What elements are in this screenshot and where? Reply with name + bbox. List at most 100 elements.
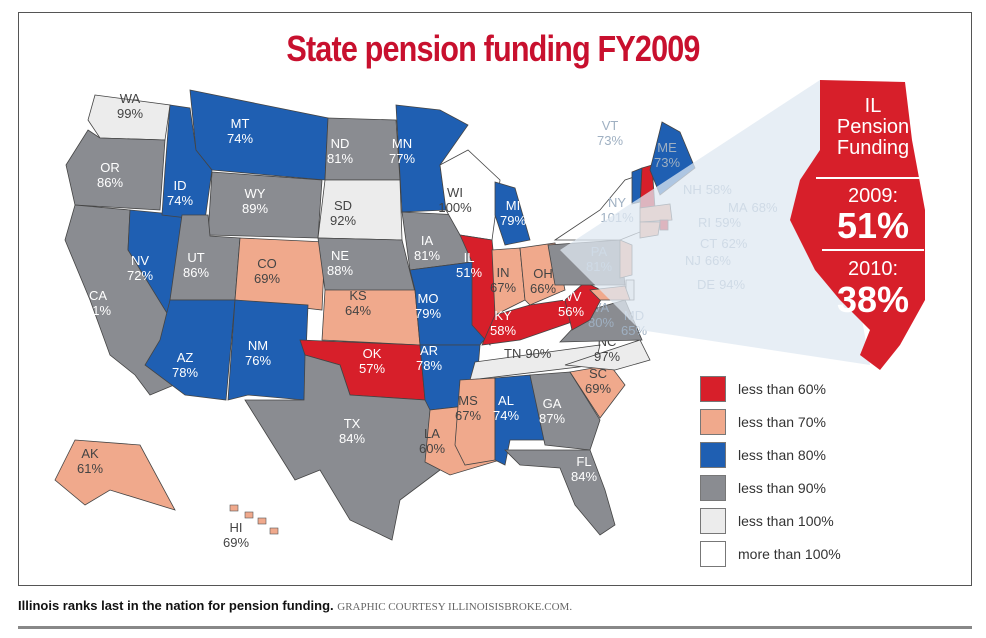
- state-nd: ND 81%: [324, 117, 401, 181]
- legend-label: less than 70%: [738, 414, 826, 430]
- state-label: LA 60%: [419, 426, 445, 456]
- state-mo: MO 79%: [409, 261, 493, 346]
- callout-year1: 2009:: [848, 185, 898, 207]
- state-label: WV 56%: [558, 289, 584, 319]
- state-label: ND 81%: [327, 136, 353, 166]
- legend-label: less than 100%: [738, 513, 834, 529]
- state-ga: GA 87%: [529, 371, 601, 451]
- legend-item-lt70: less than 70%: [700, 409, 826, 435]
- state-shape: [494, 181, 531, 246]
- state-label: OR 86%: [97, 160, 123, 190]
- state-az: AZ 78%: [144, 299, 236, 401]
- callout-year2: 2010:: [848, 258, 898, 280]
- state-sd: SD 92%: [317, 179, 403, 241]
- callout-value1: 51%: [837, 205, 909, 246]
- state-label: MT 74%: [227, 116, 253, 146]
- legend-swatch: [700, 376, 726, 402]
- state-label: MI 79%: [500, 198, 526, 228]
- state-shape: [454, 377, 496, 466]
- legend-swatch: [700, 442, 726, 468]
- legend-item-lt100: less than 100%: [700, 508, 834, 534]
- state-shape: [459, 234, 499, 346]
- state-label: SC 69%: [585, 366, 611, 396]
- state-me: ME 73%: [649, 121, 696, 196]
- hawaii-island: [257, 517, 267, 525]
- state-label: CO 69%: [254, 256, 280, 286]
- state-label: UT 86%: [183, 250, 209, 280]
- state-al: AL 74%: [493, 374, 546, 466]
- state-label: ME 73%: [654, 140, 680, 170]
- state-shape: [504, 449, 616, 536]
- state-label: ID 74%: [167, 178, 193, 208]
- caption: Illinois ranks last in the nation for pe…: [18, 598, 572, 613]
- state-label: OH 66%: [530, 266, 556, 296]
- state-shape: [529, 371, 601, 451]
- state-label: WY 89%: [242, 186, 268, 216]
- state-label: MO 79%: [415, 291, 441, 321]
- state-label: WI 100%: [438, 185, 472, 215]
- frame: [18, 12, 972, 586]
- state-label: NV 72%: [127, 253, 153, 283]
- hawaii-island: [229, 504, 239, 512]
- state-or: OR 86%: [65, 129, 166, 211]
- state-wi: WI 100%: [438, 149, 501, 241]
- hawaii-island: [269, 527, 279, 535]
- credit-text: GRAPHIC COURTESY ILLINOISISBROKE.COM.: [337, 601, 573, 613]
- hawaii-island: [244, 511, 254, 519]
- state-label: FL 84%: [571, 454, 597, 484]
- state-shape: [317, 179, 403, 241]
- state-label: AL 74%: [493, 393, 519, 423]
- caption-text: Illinois ranks last in the nation for pe…: [18, 598, 334, 613]
- state-il: IL 51%: [456, 234, 499, 346]
- legend-label: more than 100%: [738, 546, 841, 562]
- legend-label: less than 60%: [738, 381, 826, 397]
- callout-wedge: [560, 80, 870, 365]
- legend-item-lt80: less than 80%: [700, 442, 826, 468]
- state-label: CA 81%: [85, 288, 111, 318]
- state-shape: [244, 354, 441, 541]
- state-ne: NE 88%: [317, 237, 416, 293]
- legend-item-gt100: more than 100%: [700, 541, 841, 567]
- callout-value2: 38%: [837, 279, 909, 320]
- state-ky: KY 58%: [481, 299, 573, 346]
- state-hi: HI 69%: [223, 504, 279, 550]
- state-tn: TN 90%: [469, 344, 601, 381]
- state-mi: MI 79%: [494, 181, 531, 246]
- state-ak: AK 61%: [54, 439, 176, 511]
- state-wa: WA 99%: [87, 91, 171, 141]
- state-shape: [564, 339, 651, 371]
- state-label: NM 76%: [245, 338, 271, 368]
- legend-swatch: [700, 508, 726, 534]
- state-shape: [189, 89, 329, 181]
- legend-item-lt90: less than 90%: [700, 475, 826, 501]
- state-label: IL 51%: [456, 250, 482, 280]
- callout-heading: IL Pension Funding: [837, 95, 909, 159]
- state-label: TN 90%: [504, 346, 552, 361]
- state-co: CO 69%: [234, 237, 326, 311]
- state-shape: [227, 299, 309, 401]
- state-label: TX 84%: [339, 416, 365, 446]
- state-tx: TX 84%: [244, 354, 441, 541]
- state-label: KY 58%: [490, 308, 516, 338]
- state-id: ID 74%: [161, 104, 213, 221]
- state-label: SD 92%: [330, 198, 356, 228]
- illinois-callout-shape: [790, 80, 925, 370]
- state-nm: NM 76%: [227, 299, 309, 401]
- state-label: NE 88%: [327, 248, 353, 278]
- state-shape: [54, 439, 176, 511]
- state-label: HI 69%: [223, 520, 249, 550]
- state-label: MN 77%: [389, 136, 415, 166]
- page-title: State pension funding FY2009: [286, 28, 700, 69]
- state-label: OK 57%: [359, 346, 385, 376]
- legend-label: less than 90%: [738, 480, 826, 496]
- state-in: IN 67%: [490, 247, 526, 316]
- legend-swatch: [700, 541, 726, 567]
- state-wy: WY 89%: [207, 171, 323, 239]
- state-wv: WV 56%: [558, 281, 606, 331]
- state-ks: KS 64%: [321, 288, 421, 346]
- state-label: AR 78%: [416, 343, 442, 373]
- state-label: AK 61%: [77, 446, 103, 476]
- state-label: IA 81%: [414, 233, 440, 263]
